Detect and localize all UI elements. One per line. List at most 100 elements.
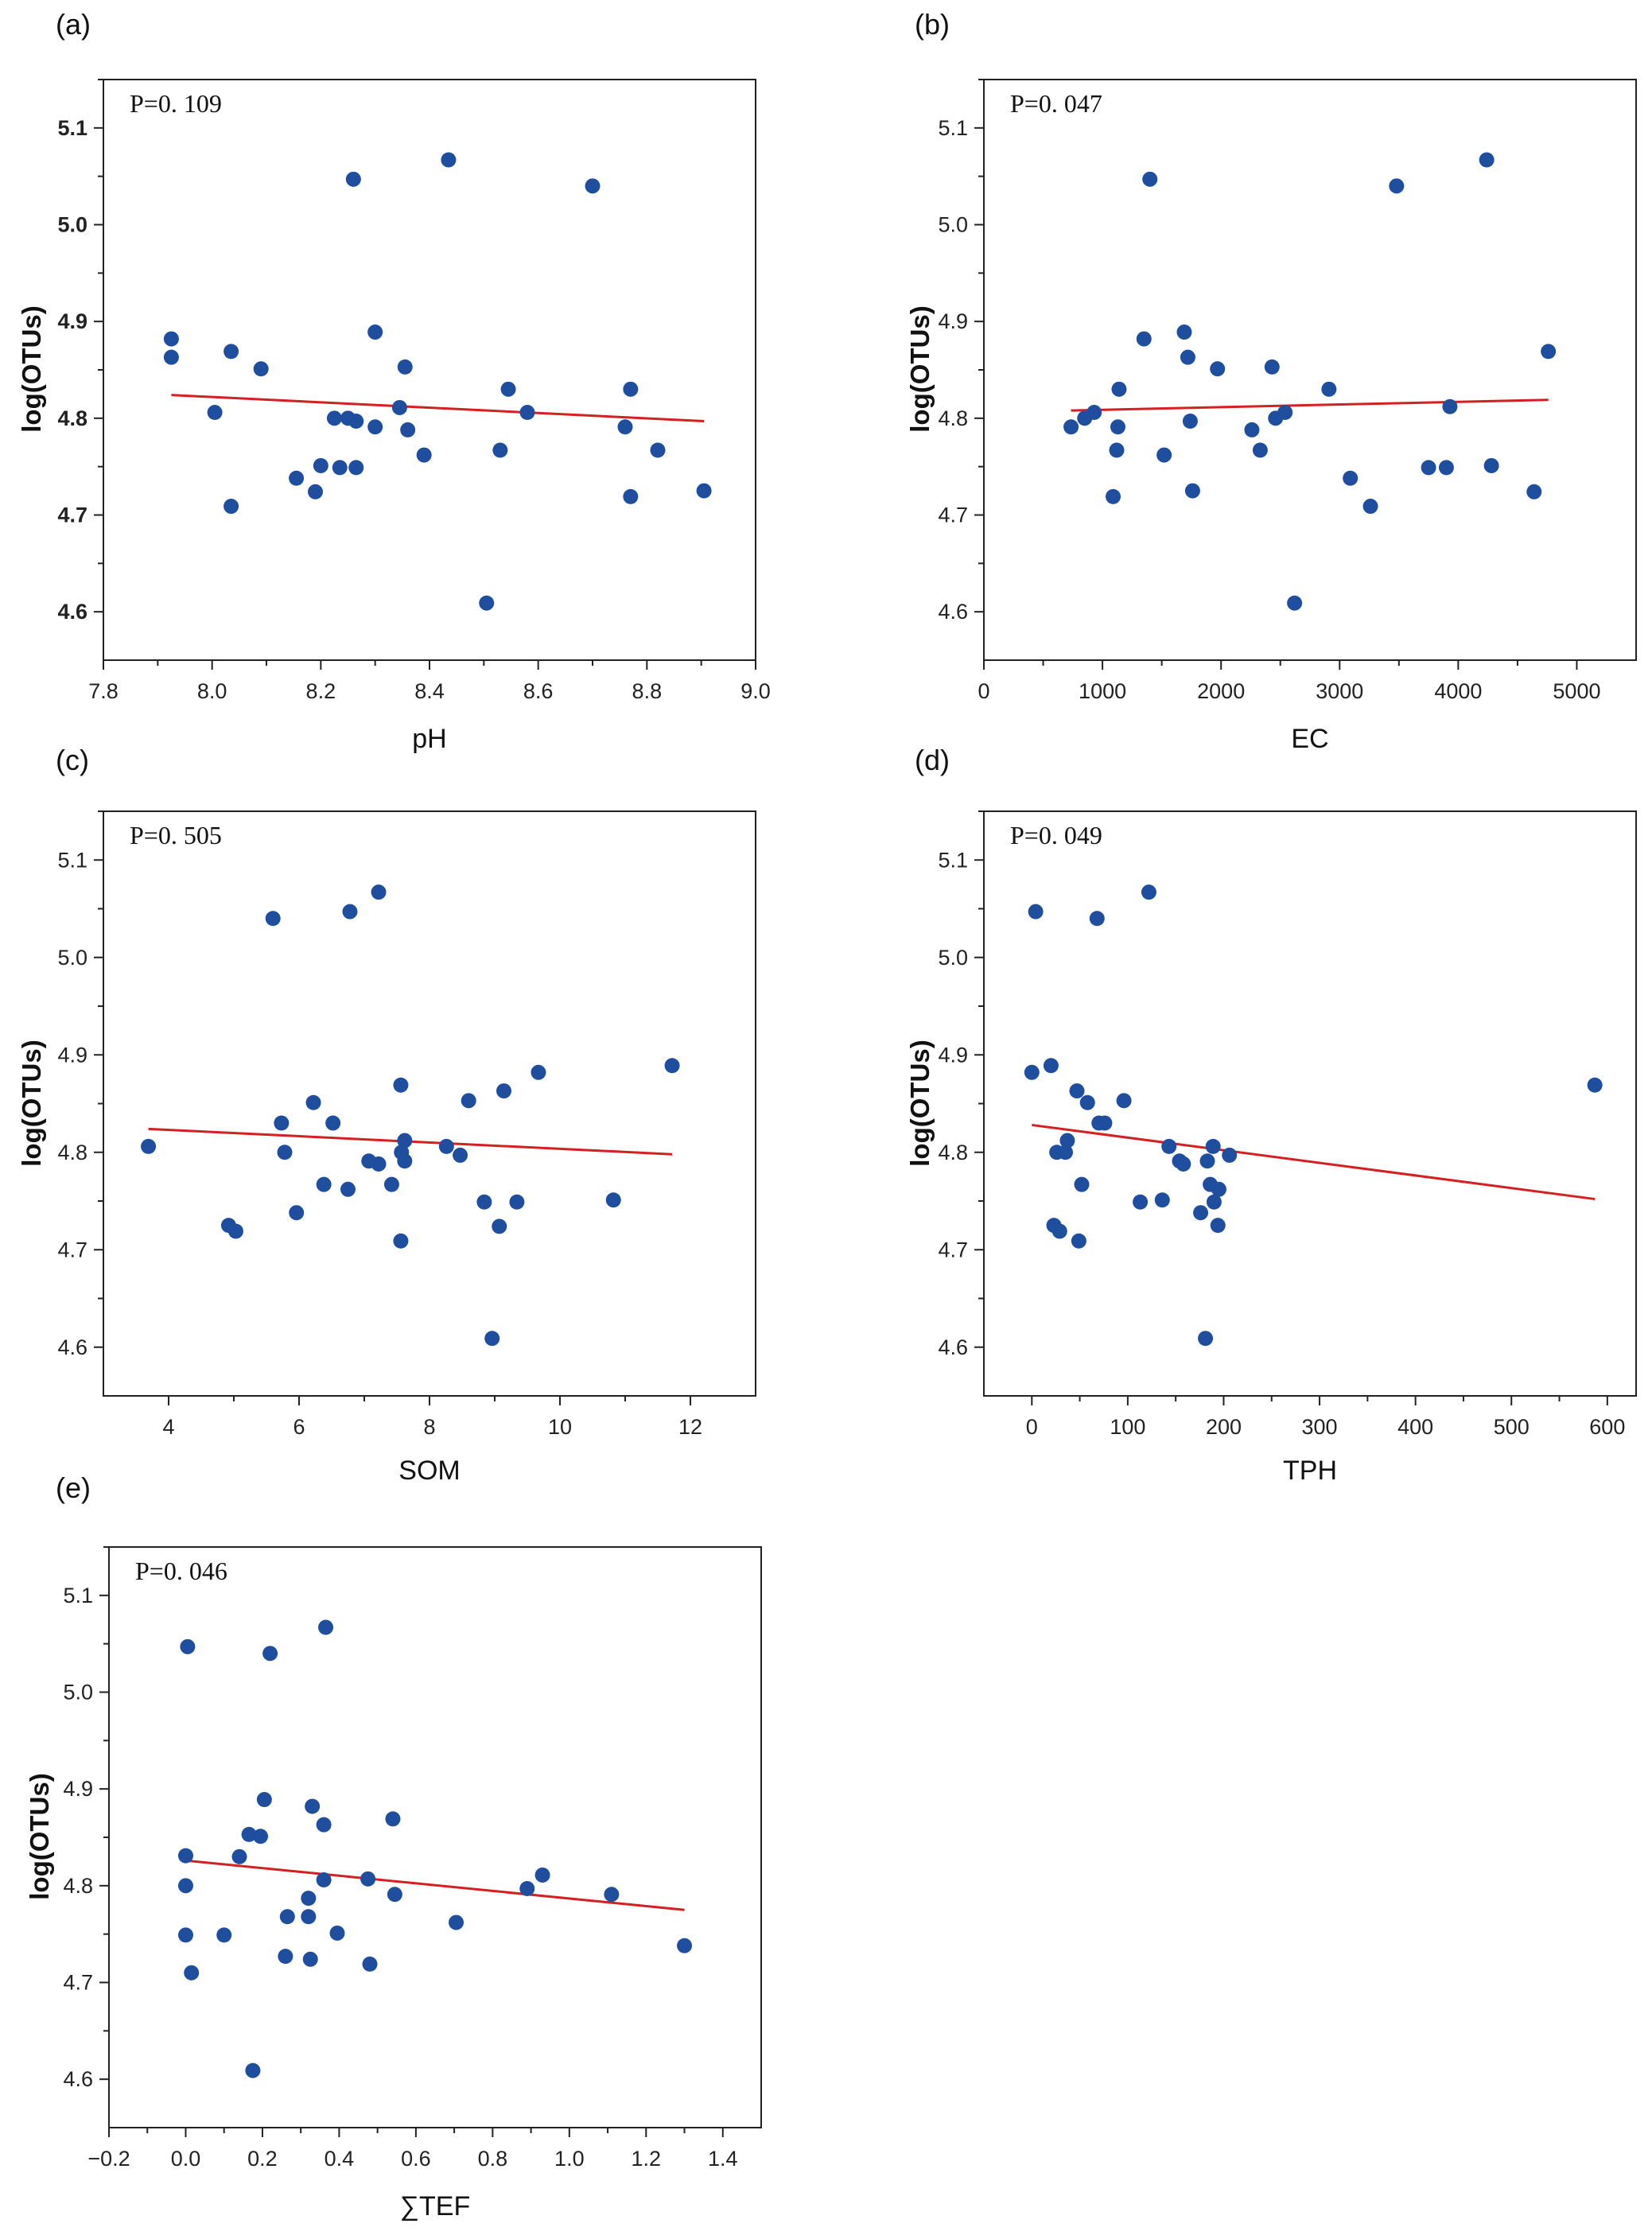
- x-tick-label-e: 1.4: [708, 2147, 738, 2171]
- data-point-a: [289, 470, 305, 486]
- data-point-e: [385, 1811, 401, 1827]
- data-point-a: [326, 410, 342, 426]
- data-point-b: [1142, 171, 1158, 187]
- data-point-e: [387, 1887, 402, 1903]
- data-point-a: [492, 442, 508, 458]
- data-point-d: [1079, 1094, 1095, 1110]
- data-point-e: [301, 1909, 317, 1925]
- x-tick-label-d: 500: [1494, 1415, 1530, 1439]
- data-point-a: [441, 152, 457, 168]
- data-point-d: [1198, 1331, 1214, 1347]
- x-tick-label-a: 8.2: [306, 679, 336, 703]
- data-point-a: [623, 381, 639, 397]
- y-tick-label-e: 4.6: [63, 2067, 93, 2091]
- data-point-e: [278, 1949, 293, 1965]
- data-point-e: [449, 1914, 465, 1930]
- x-tick-label-d: 400: [1397, 1415, 1433, 1439]
- data-point-b: [1442, 398, 1458, 414]
- data-point-d: [1074, 1176, 1090, 1192]
- data-point-c: [393, 1233, 409, 1249]
- p-value-c: P=0. 505: [130, 821, 222, 849]
- x-tick-label-e: 0.8: [478, 2147, 508, 2171]
- data-point-e: [177, 1927, 193, 1943]
- y-tick-label-d: 4.9: [938, 1043, 968, 1067]
- y-tick-label-b: 4.7: [938, 503, 968, 527]
- data-point-c: [383, 1176, 399, 1192]
- data-point-c: [531, 1064, 546, 1080]
- data-point-c: [340, 1181, 356, 1197]
- y-tick-label-d: 4.7: [938, 1238, 968, 1261]
- y-tick-label-e: 4.8: [63, 1874, 93, 1898]
- data-point-a: [650, 442, 666, 458]
- x-axis-label-b: EC: [1291, 724, 1329, 754]
- data-point-d: [1161, 1138, 1177, 1154]
- data-point-b: [1184, 483, 1200, 499]
- data-point-a: [348, 413, 364, 429]
- y-tick-label-b: 4.6: [938, 600, 968, 624]
- x-tick-label-a: 9.0: [740, 679, 771, 703]
- data-point-b: [1389, 178, 1405, 194]
- data-point-a: [345, 171, 361, 187]
- data-point-c: [274, 1115, 290, 1131]
- data-point-d: [1176, 1156, 1191, 1172]
- data-point-c: [492, 1219, 507, 1234]
- data-point-c: [342, 904, 358, 919]
- data-point-d: [1141, 884, 1156, 900]
- data-point-b: [1421, 460, 1436, 476]
- y-tick-label-b: 4.8: [938, 406, 968, 430]
- x-tick-label-a: 8.4: [414, 679, 445, 703]
- x-tick-label-e: 0.6: [401, 2147, 431, 2171]
- x-tick-label-b: 3000: [1316, 679, 1363, 703]
- data-point-e: [241, 1826, 257, 1842]
- data-point-d: [1071, 1233, 1086, 1249]
- data-point-d: [1043, 1058, 1059, 1074]
- data-point-a: [617, 419, 633, 435]
- data-point-b: [1063, 419, 1079, 435]
- data-point-b: [1180, 349, 1195, 365]
- p-value-a: P=0. 109: [130, 89, 222, 118]
- data-point-a: [519, 405, 535, 421]
- x-tick-label-d: 300: [1302, 1415, 1338, 1439]
- data-point-e: [519, 1880, 535, 1896]
- x-tick-label-a: 8.8: [632, 679, 663, 703]
- data-point-c: [289, 1205, 305, 1221]
- data-point-d: [1051, 1223, 1067, 1239]
- data-point-a: [308, 484, 323, 499]
- x-tick-label-e: 1.2: [632, 2147, 662, 2171]
- data-point-c: [397, 1153, 413, 1169]
- regression-line-b: [1071, 398, 1549, 412]
- data-point-b: [1106, 488, 1121, 504]
- data-point-a: [416, 447, 432, 463]
- data-point-a: [623, 488, 639, 504]
- data-point-a: [367, 325, 383, 340]
- panel-label-a: (a): [56, 8, 91, 41]
- y-tick-label-b: 5.1: [938, 116, 968, 140]
- data-point-b: [1252, 442, 1268, 458]
- data-point-a: [332, 460, 348, 476]
- x-axis-label-c: SOM: [398, 1456, 461, 1486]
- data-point-b: [1182, 413, 1198, 429]
- data-point-d: [1069, 1083, 1085, 1099]
- data-point-b: [1479, 152, 1495, 168]
- x-tick-label-a: 7.8: [88, 679, 119, 703]
- data-point-c: [141, 1138, 157, 1154]
- x-tick-label-b: 0: [978, 679, 989, 703]
- x-tick-label-a: 8.6: [523, 679, 554, 703]
- y-tick-label-c: 5.1: [57, 848, 87, 872]
- data-point-d: [1206, 1194, 1222, 1210]
- data-point-e: [534, 1867, 550, 1883]
- data-point-a: [397, 359, 413, 375]
- data-point-e: [184, 1965, 200, 1980]
- y-tick-label-e: 5.1: [63, 1584, 93, 1607]
- x-axis-label-d: TPH: [1283, 1456, 1337, 1486]
- data-point-b: [1210, 361, 1226, 377]
- x-tick-label-d: 200: [1206, 1415, 1242, 1439]
- regression-line-d: [1032, 1123, 1596, 1201]
- data-point-d: [1133, 1194, 1149, 1210]
- y-tick-label-d: 4.6: [938, 1335, 968, 1359]
- data-point-c: [265, 911, 281, 927]
- data-point-b: [1321, 381, 1337, 397]
- x-tick-label-b: 4000: [1434, 679, 1482, 703]
